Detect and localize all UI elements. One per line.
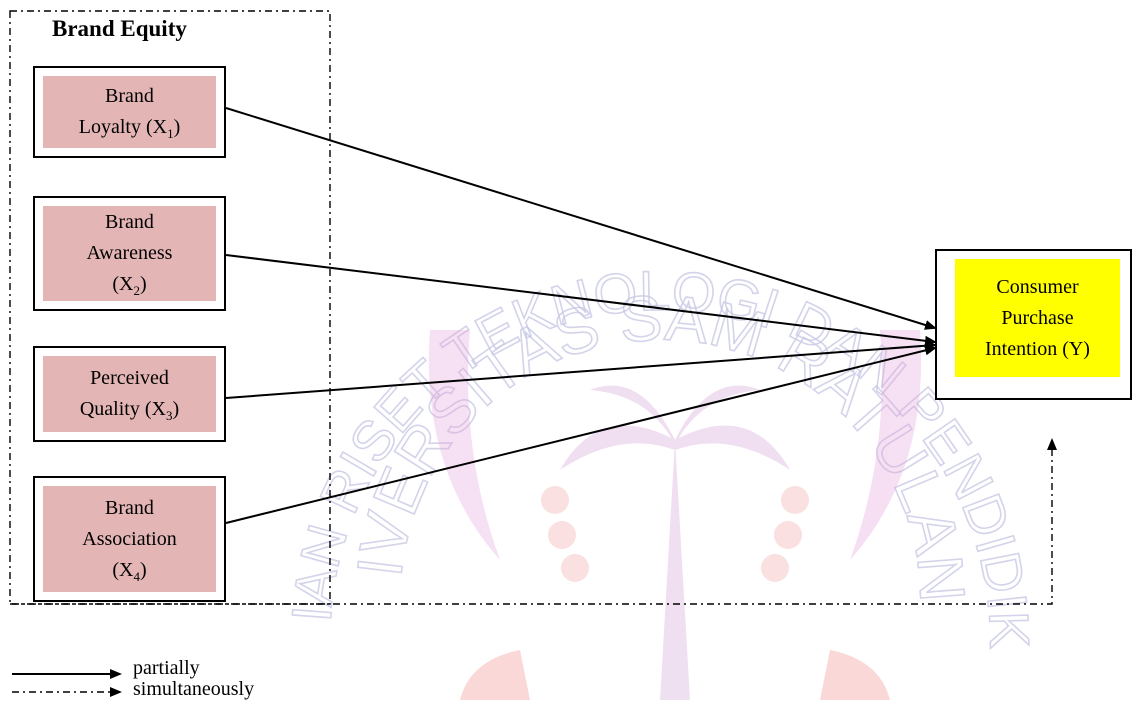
legend-simultaneous-label: simultaneously: [133, 678, 255, 700]
brand-loyalty-label: Brand Loyalty (X1): [43, 76, 216, 148]
simultaneous-path-line: [10, 438, 1057, 605]
consumer-purchase-intention-label: Consumer Purchase Intention (Y): [955, 259, 1120, 377]
brand-awareness-box: Brand Awareness (X2): [33, 196, 226, 311]
perceived-quality-box: Perceived Quality (X3): [33, 346, 226, 442]
perceived-quality-label: Perceived Quality (X3): [43, 356, 216, 432]
arrow-x3-to-y: [225, 340, 937, 399]
arrow-x4-to-y: [225, 345, 937, 524]
brand-association-label: Brand Association (X4): [43, 486, 216, 592]
arrow-x2-to-y: [225, 254, 937, 346]
brand-association-box: Brand Association (X4): [33, 476, 226, 602]
arrow-x1-to-y: [225, 107, 937, 330]
brand-awareness-label: Brand Awareness (X2): [43, 206, 216, 301]
consumer-purchase-intention-box: Consumer Purchase Intention (Y): [935, 249, 1132, 400]
brand-loyalty-box: Brand Loyalty (X1): [33, 66, 226, 158]
brand-equity-title: Brand Equity: [52, 16, 187, 41]
legend-partial-label: partially: [133, 657, 200, 679]
watermark-emblem-icon: [428, 330, 922, 700]
